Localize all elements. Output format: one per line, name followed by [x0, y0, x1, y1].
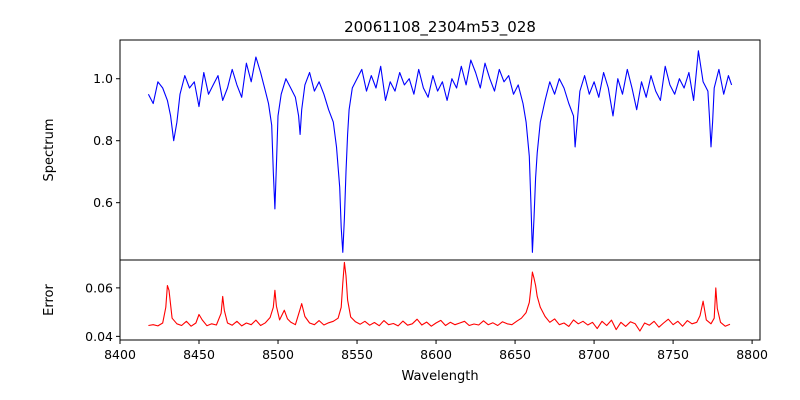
- x-tick-label: 8550: [341, 347, 373, 362]
- spectrum-y-tick-label: 1.0: [93, 71, 113, 86]
- spectrum-y-axis-label: Spectrum: [42, 119, 57, 182]
- chart-title: 20061108_2304m53_028: [344, 18, 536, 37]
- x-tick-label: 8400: [104, 347, 136, 362]
- error-series-group: [148, 261, 731, 332]
- x-axis-label: Wavelength: [401, 369, 478, 384]
- spectrum-y-ticks: 0.6 0.8 1.0: [93, 71, 120, 210]
- x-tick-label: 8750: [657, 347, 689, 362]
- x-tick-label: 8500: [262, 347, 294, 362]
- error-y-axis-label: Error: [42, 284, 57, 316]
- spectrum-y-tick-label: 0.8: [93, 133, 113, 148]
- x-tick-label: 8700: [578, 347, 610, 362]
- error-plot-frame: [119, 259, 761, 341]
- spectrum-series-line-0: [147, 50, 733, 253]
- spectrum-panel: 0.6 0.8 1.0 Spectrum: [42, 39, 761, 261]
- x-tick-label: 8800: [736, 347, 768, 362]
- error-y-tick-label: 0.06: [85, 280, 113, 295]
- error-panel: 0.04 0.06 8400 8450 8500 8550 8600 8650 8700 875…: [42, 259, 768, 384]
- spectrum-y-tick-label: 0.6: [93, 195, 113, 210]
- x-tick-label: 8650: [499, 347, 531, 362]
- error-y-ticks: 0.04 0.06: [85, 280, 120, 344]
- error-series-line-0: [148, 261, 731, 332]
- error-x-ticks: 8400 8450 8500 8550 8600 8650 8700 8750 8800: [104, 340, 768, 362]
- x-tick-label: 8450: [183, 347, 215, 362]
- x-tick-label: 8600: [420, 347, 452, 362]
- error-y-tick-label: 0.04: [85, 329, 113, 344]
- spectrum-series-group: [147, 50, 733, 253]
